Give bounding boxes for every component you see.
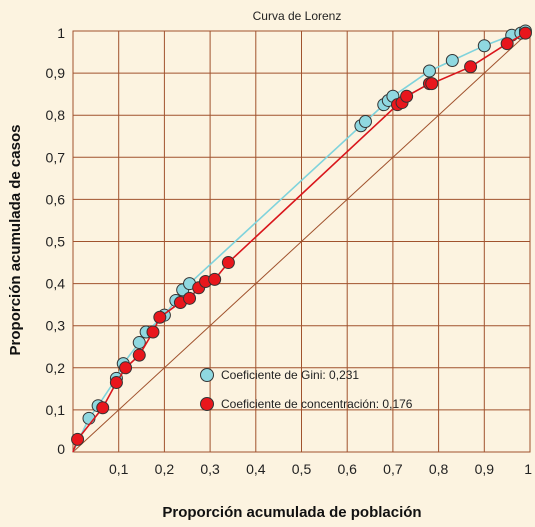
point-gini	[82, 411, 96, 425]
point-gini	[358, 115, 372, 129]
series-layer	[71, 24, 532, 453]
point-gini	[477, 39, 491, 53]
point-concentration	[208, 272, 222, 286]
legend-label-gini: Coeficiente de Gini: 0,231	[221, 368, 359, 382]
point-concentration	[425, 77, 439, 91]
x-tick-label: 0,3	[200, 461, 220, 477]
plot-frame	[72, 30, 531, 453]
x-tick-label: 0,6	[337, 461, 357, 477]
point-gini	[422, 64, 436, 78]
point-gini	[445, 53, 459, 67]
x-tick-label: 0,1	[109, 461, 129, 477]
point-concentration	[400, 89, 414, 103]
y-tick-label: 0,3	[46, 318, 66, 334]
y-tick-label: 0	[57, 441, 65, 457]
legend-label-concentration: Coeficiente de concentración: 0,176	[221, 397, 413, 411]
point-concentration	[146, 325, 160, 339]
series-line-gini	[72, 30, 526, 453]
x-tick-label: 0,7	[383, 461, 403, 477]
equality-diagonal	[72, 30, 531, 453]
point-concentration	[221, 256, 235, 270]
x-tick-label: 0,2	[155, 461, 175, 477]
y-axis-label: Proporción acumulada de casos	[7, 125, 24, 356]
series-concentration	[71, 26, 532, 453]
legend-marker-gini	[200, 368, 214, 382]
x-axis-label: Proporción acumulada de población	[162, 504, 421, 521]
y-tick-label: 0,7	[46, 149, 66, 165]
y-tick-labels: 0 0,1 0,2 0,3 0,4 0,5 0,6 0,7 0,8 0,9 1	[46, 25, 66, 457]
legend-marker-concentration	[200, 397, 214, 411]
point-concentration	[464, 60, 478, 74]
point-concentration	[96, 401, 110, 415]
point-concentration	[132, 348, 146, 362]
x-tick-label: 0,5	[292, 461, 312, 477]
point-gini	[132, 336, 146, 350]
point-concentration	[500, 37, 514, 51]
point-concentration	[183, 291, 197, 305]
y-tick-label: 0,6	[46, 191, 66, 207]
series-gini	[72, 24, 532, 453]
x-tick-label: 0,8	[429, 461, 449, 477]
point-concentration	[153, 310, 167, 324]
y-tick-label: 0,9	[46, 65, 66, 81]
point-concentration	[71, 432, 85, 446]
x-tick-labels: 0,1 0,2 0,3 0,4 0,5 0,6 0,7 0,8 0,9 1	[109, 461, 532, 477]
x-tick-label: 1	[524, 461, 532, 477]
y-tick-label: 0,2	[46, 360, 66, 376]
point-concentration	[518, 26, 532, 40]
grid-lines	[73, 31, 530, 452]
y-tick-label: 0,5	[46, 234, 66, 250]
chart-title: Curva de Lorenz	[253, 9, 342, 23]
y-tick-label: 0,8	[46, 107, 66, 123]
legend: Coeficiente de Gini: 0,231 Coeficiente d…	[200, 368, 413, 411]
point-concentration	[119, 361, 133, 375]
y-tick-label: 0,4	[46, 276, 66, 292]
y-tick-label: 0,1	[46, 402, 66, 418]
x-tick-label: 0,4	[246, 461, 266, 477]
y-tick-label: 1	[57, 25, 65, 41]
x-tick-label: 0,9	[475, 461, 495, 477]
point-concentration	[109, 376, 123, 390]
